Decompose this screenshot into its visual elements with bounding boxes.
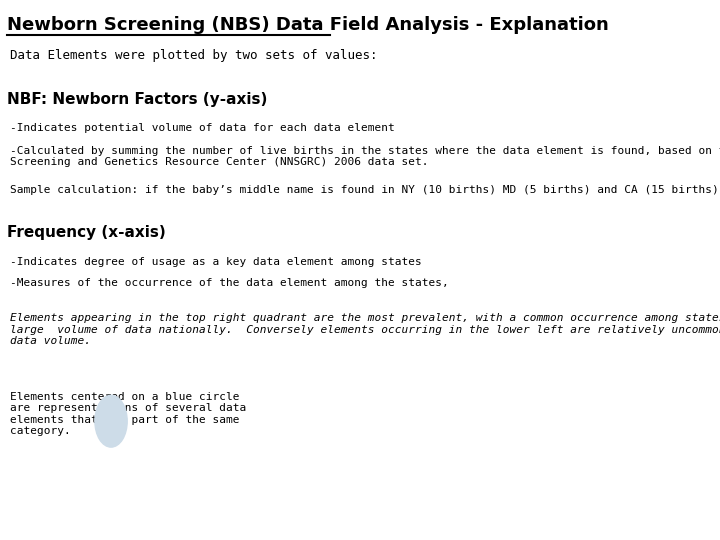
Text: Frequency (x-axis): Frequency (x-axis) [6,225,166,240]
Text: Sample calculation: if the baby’s middle name is found in NY (10 births) MD (5 b: Sample calculation: if the baby’s middle… [10,185,720,195]
Text: Elements appearing in the top right quadrant are the most prevalent, with a comm: Elements appearing in the top right quad… [10,313,720,346]
Text: NBF: Newborn Factors (y-axis): NBF: Newborn Factors (y-axis) [6,92,267,107]
Text: Newborn Screening (NBS) Data Field Analysis - Explanation: Newborn Screening (NBS) Data Field Analy… [6,16,608,34]
Text: -Indicates degree of usage as a key data element among states: -Indicates degree of usage as a key data… [10,256,422,267]
Text: -Calculated by summing the number of live births in the states where the data el: -Calculated by summing the number of liv… [10,146,720,167]
Text: -Measures of the occurrence of the data element among the states,: -Measures of the occurrence of the data … [10,278,449,288]
Text: -Indicates potential volume of data for each data element: -Indicates potential volume of data for … [10,123,395,133]
Circle shape [95,395,127,447]
Text: Elements centered on a blue circle
are representations of several data
elements : Elements centered on a blue circle are r… [10,392,246,436]
Text: Data Elements were plotted by two sets of values:: Data Elements were plotted by two sets o… [10,49,377,62]
